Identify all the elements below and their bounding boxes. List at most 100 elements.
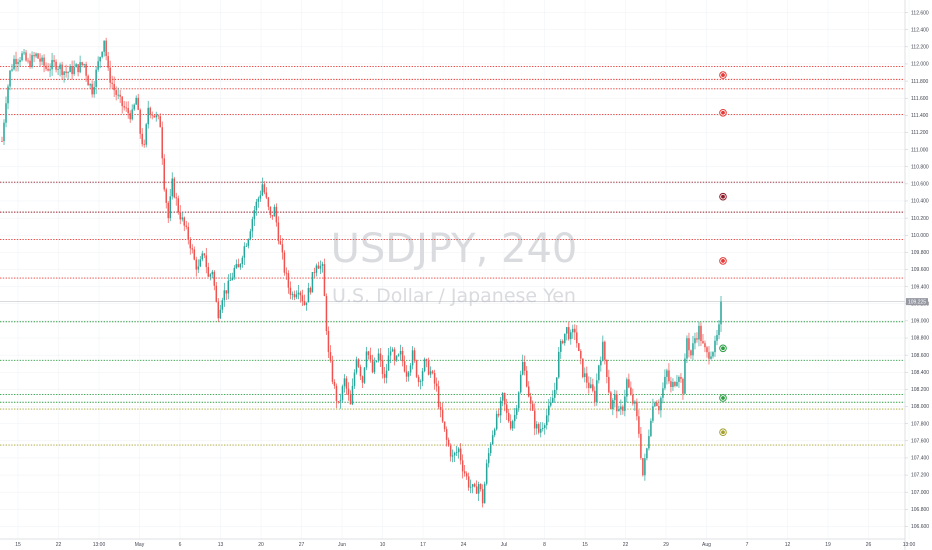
candle-body bbox=[431, 371, 434, 373]
candle-body bbox=[123, 106, 125, 108]
candle-body bbox=[295, 294, 298, 298]
candle-body bbox=[634, 401, 636, 404]
candle-body bbox=[55, 61, 57, 70]
candle-body bbox=[399, 351, 402, 355]
y-tick-label: 108.400 bbox=[911, 370, 929, 376]
candle-body bbox=[171, 178, 173, 197]
candle-body bbox=[680, 376, 682, 379]
candle-body bbox=[606, 359, 608, 378]
candle-body bbox=[471, 484, 474, 487]
y-tick-label: 109.800 bbox=[911, 250, 929, 256]
candle-body bbox=[375, 361, 378, 362]
candle-body bbox=[103, 40, 105, 52]
candle-body bbox=[437, 386, 440, 408]
candle-body bbox=[527, 386, 530, 397]
candle-body bbox=[604, 341, 606, 360]
candle-body bbox=[271, 215, 274, 217]
candle-body bbox=[489, 443, 492, 454]
candle-body bbox=[568, 327, 570, 340]
candle-body bbox=[167, 202, 169, 219]
candle-body bbox=[439, 407, 442, 410]
candle-body bbox=[63, 71, 65, 76]
candle-body bbox=[423, 359, 426, 372]
candle-body bbox=[387, 355, 390, 371]
candle-body bbox=[285, 272, 288, 274]
candle-body bbox=[547, 405, 550, 416]
candle-body bbox=[628, 379, 630, 388]
candle-body bbox=[359, 366, 362, 377]
alert-marker-dot bbox=[721, 346, 725, 351]
candle-body bbox=[51, 60, 53, 70]
candle-body bbox=[395, 355, 398, 361]
x-tick-label: 15 bbox=[582, 542, 588, 548]
candle-body bbox=[183, 217, 186, 226]
candle-body bbox=[185, 225, 188, 227]
candle-body bbox=[700, 325, 702, 342]
candle-body bbox=[281, 244, 284, 253]
candle-body bbox=[253, 210, 256, 220]
candle-body bbox=[17, 62, 19, 64]
candle-body bbox=[73, 67, 75, 75]
candle-body bbox=[636, 401, 638, 417]
candle-body bbox=[141, 133, 143, 145]
candle-body bbox=[602, 341, 604, 362]
candlestick-series bbox=[1, 37, 722, 508]
candle-body bbox=[313, 272, 316, 273]
candle-body bbox=[592, 384, 594, 391]
candle-body bbox=[49, 69, 51, 71]
candle-body bbox=[205, 255, 208, 268]
y-tick-label: 111.200 bbox=[911, 130, 929, 136]
candle-body bbox=[698, 325, 700, 340]
candle-body bbox=[241, 257, 244, 264]
candle-body bbox=[41, 57, 43, 62]
candle-body bbox=[686, 338, 688, 359]
candle-body bbox=[333, 381, 336, 386]
candle-body bbox=[211, 271, 214, 275]
candle-body bbox=[622, 406, 624, 411]
candle-body bbox=[223, 290, 226, 301]
candle-body bbox=[187, 226, 190, 241]
candle-body bbox=[373, 361, 376, 373]
x-tick-label: 15 bbox=[15, 542, 21, 548]
candle-body bbox=[646, 448, 648, 459]
price-axis[interactable]: 112.600 112.400 112.200 112.000 111.800 111.6… bbox=[905, 10, 929, 530]
candle-body bbox=[257, 198, 260, 202]
x-tick-label: 22 bbox=[56, 542, 62, 548]
candle-body bbox=[672, 381, 674, 387]
candle-body bbox=[401, 351, 404, 362]
candle-body bbox=[614, 394, 616, 401]
time-axis[interactable]: 15 22 13:00 May 6 13 20 27 Jun 10 17 24 Jul 8 15 22 29 Au… bbox=[15, 542, 915, 548]
candle-body bbox=[425, 359, 428, 361]
candle-body bbox=[421, 371, 424, 382]
y-tick-label: 110.000 bbox=[911, 233, 929, 239]
y-tick-label: 112.600 bbox=[911, 10, 929, 16]
candle-body bbox=[355, 359, 358, 373]
candle-body bbox=[443, 421, 446, 430]
candle-body bbox=[225, 290, 228, 294]
candle-body bbox=[570, 332, 572, 340]
candle-body bbox=[9, 70, 11, 87]
candle-body bbox=[13, 58, 15, 70]
candle-body bbox=[676, 381, 678, 386]
candle-body bbox=[239, 263, 242, 268]
candle-body bbox=[630, 387, 632, 395]
candle-body bbox=[379, 353, 382, 361]
candle-body bbox=[720, 301, 722, 325]
candle-body bbox=[445, 429, 448, 440]
candle-body bbox=[131, 109, 133, 120]
candle-body bbox=[287, 273, 290, 288]
x-tick-label: 19 bbox=[825, 542, 831, 548]
candle-body bbox=[582, 358, 584, 378]
candle-body bbox=[107, 56, 109, 68]
candle-body bbox=[708, 352, 710, 359]
candle-body bbox=[181, 217, 184, 220]
candle-body bbox=[467, 476, 470, 488]
candle-body bbox=[105, 40, 107, 57]
candle-body bbox=[588, 382, 590, 388]
y-tick-label: 109.600 bbox=[911, 267, 929, 273]
alert-marker-dot bbox=[721, 259, 725, 263]
y-tick-label: 106.800 bbox=[911, 507, 929, 513]
x-tick-label: 20 bbox=[258, 542, 264, 548]
candle-body bbox=[475, 486, 478, 494]
